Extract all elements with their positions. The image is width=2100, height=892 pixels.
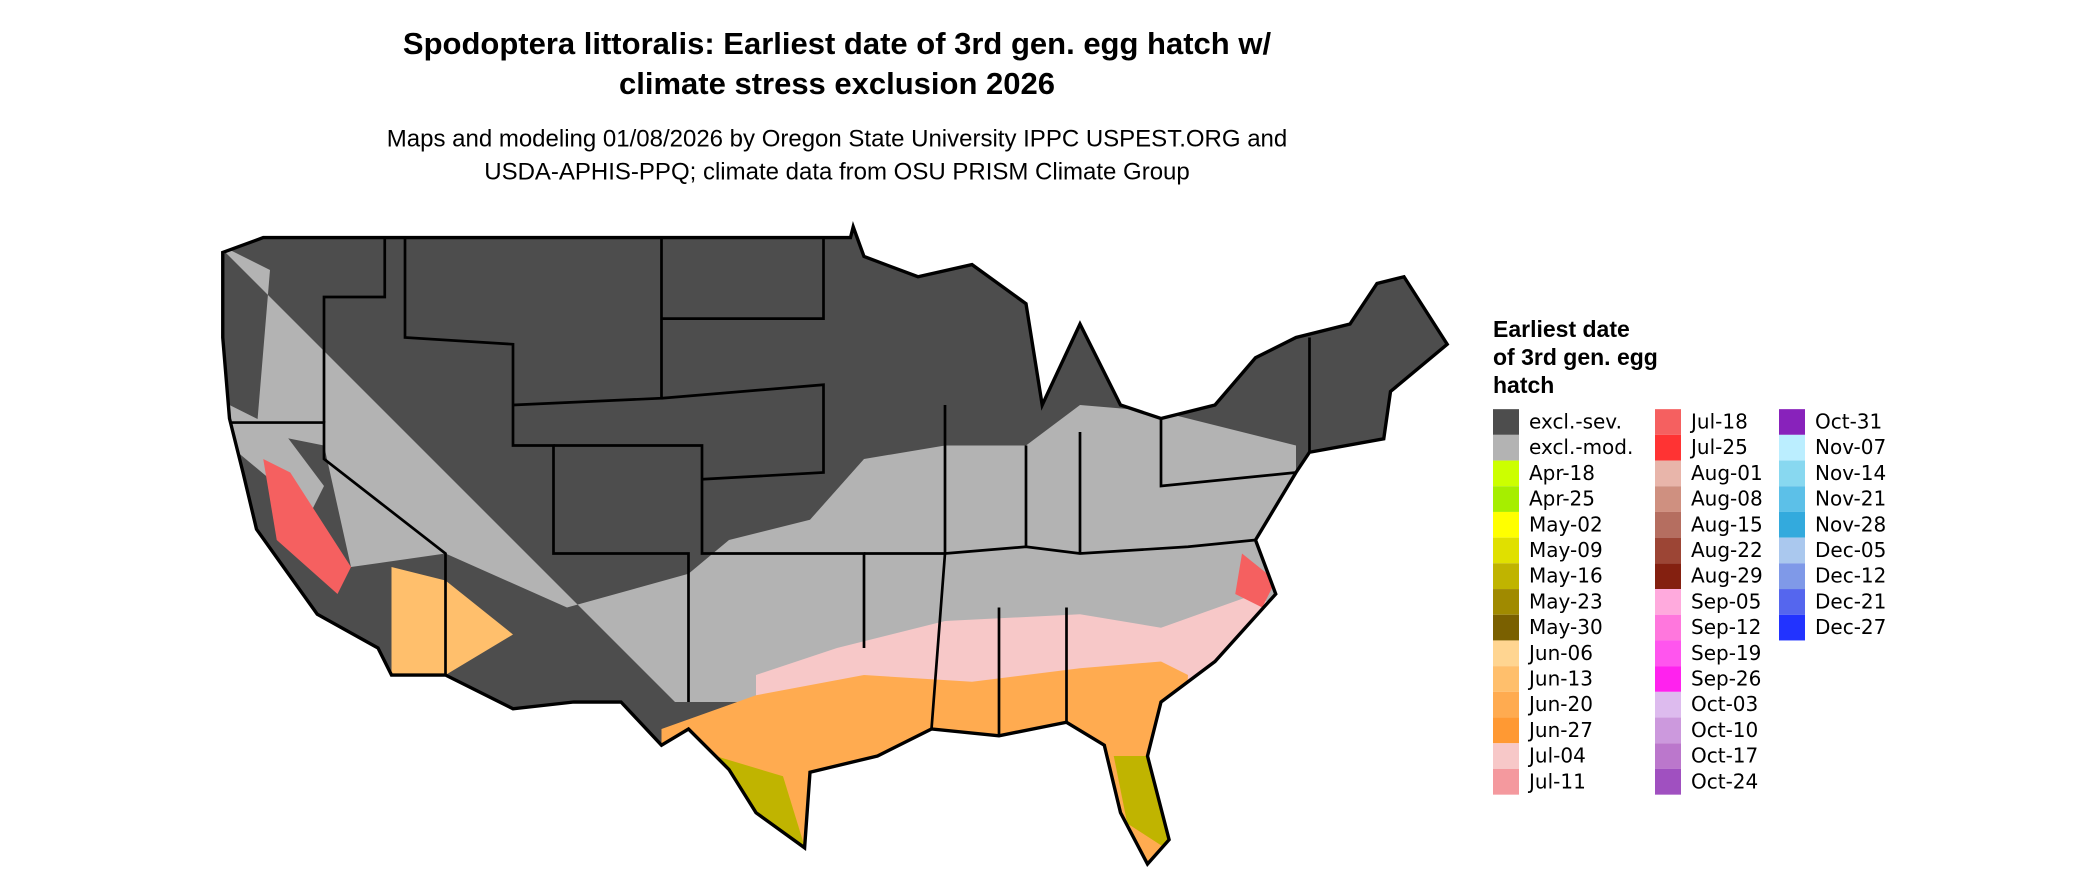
legend: Earliest date of 3rd gen. egg hatch excl… [1493, 316, 1886, 795]
legend-swatch [1779, 511, 1805, 538]
legend-label: Aug-15 [1691, 512, 1763, 536]
legend-label: Nov-07 [1815, 435, 1886, 459]
legend-label: Jun-13 [1527, 667, 1593, 691]
legend-swatch [1655, 563, 1681, 590]
legend-label: Nov-28 [1815, 512, 1886, 536]
legend-swatch [1655, 511, 1681, 538]
legend-swatch [1655, 691, 1681, 718]
zone-june [391, 567, 513, 675]
legend-label: Sep-26 [1691, 667, 1761, 691]
subtitle: Maps and modeling 01/08/2026 by Oregon S… [387, 125, 1287, 152]
legend-swatch [1655, 409, 1681, 435]
legend-label: Dec-12 [1815, 564, 1886, 588]
legend-label: Oct-10 [1691, 718, 1758, 742]
legend-label: Jun-20 [1527, 692, 1593, 716]
title: climate stress exclusion 2026 [619, 66, 1055, 101]
legend-swatch [1493, 434, 1519, 461]
legend-label: Oct-03 [1691, 692, 1758, 716]
legend-label: excl.-mod. [1529, 435, 1633, 459]
legend-swatch [1655, 743, 1681, 769]
legend-swatch [1655, 434, 1681, 461]
legend-label: Dec-05 [1815, 538, 1886, 562]
legend-label: Apr-18 [1529, 461, 1595, 485]
legend-swatch [1493, 640, 1519, 667]
legend-label: Jun-06 [1527, 641, 1593, 665]
legend-swatch [1779, 486, 1805, 512]
legend-label: May-02 [1529, 512, 1603, 536]
legend-title: Earliest date [1493, 316, 1630, 342]
legend-label: Sep-19 [1691, 641, 1761, 665]
legend-swatch [1779, 537, 1805, 564]
legend-swatch [1493, 743, 1519, 769]
legend-swatch [1493, 486, 1519, 512]
legend-swatch [1655, 614, 1681, 641]
legend-swatch [1779, 614, 1805, 641]
title: Spodoptera littoralis: Earliest date of … [403, 26, 1272, 61]
legend-swatch [1779, 460, 1805, 487]
legend-swatch [1493, 563, 1519, 590]
legend-label: Apr-25 [1529, 487, 1595, 511]
legend-label: Aug-01 [1691, 461, 1763, 485]
legend-swatch [1655, 717, 1681, 744]
zone-july [1235, 553, 1276, 608]
legend-swatch [1493, 768, 1519, 795]
legend-swatch [1779, 589, 1805, 615]
state-borders [229, 237, 1311, 736]
legend-swatch [1655, 537, 1681, 564]
zone-moderate [229, 405, 324, 513]
legend-label: Dec-27 [1815, 615, 1886, 639]
legend-swatch [1493, 666, 1519, 692]
legend-swatch [1493, 691, 1519, 718]
zone-moderate [222, 243, 1297, 703]
legend-label: May-23 [1529, 589, 1603, 613]
map [221, 225, 1449, 866]
legend-label: Nov-21 [1815, 487, 1886, 511]
legend-label: Oct-24 [1691, 769, 1758, 793]
legend-label: Aug-08 [1691, 487, 1763, 511]
legend-swatch [1493, 409, 1519, 435]
legend-label: May-30 [1529, 615, 1603, 639]
legend-label: Oct-17 [1691, 744, 1758, 768]
legend-label: May-09 [1529, 538, 1603, 562]
legend-label: May-16 [1529, 564, 1603, 588]
legend-label: Jul-25 [1689, 435, 1748, 459]
legend-label: Jun-27 [1527, 718, 1593, 742]
legend-swatch [1655, 640, 1681, 667]
legend-title: of 3rd gen. egg [1493, 344, 1658, 370]
legend-label: excl.-sev. [1529, 410, 1622, 434]
legend-label: Oct-31 [1815, 410, 1882, 434]
legend-swatch [1493, 589, 1519, 615]
legend-swatch [1655, 589, 1681, 615]
legend-swatch [1655, 460, 1681, 487]
legend-swatch [1493, 717, 1519, 744]
legend-label: Aug-29 [1691, 564, 1763, 588]
legend-swatch [1655, 768, 1681, 795]
legend-label: Dec-21 [1815, 589, 1886, 613]
legend-swatch [1493, 614, 1519, 641]
legend-label: Jul-18 [1689, 410, 1748, 434]
subtitle: USDA-APHIS-PPQ; climate data from OSU PR… [484, 158, 1190, 185]
legend-label: Sep-05 [1691, 589, 1761, 613]
legend-swatch [1779, 409, 1805, 435]
legend-title: hatch [1493, 372, 1554, 398]
legend-swatch [1779, 434, 1805, 461]
legend-swatch [1493, 460, 1519, 487]
legend-swatch [1655, 666, 1681, 692]
zone-july [263, 459, 351, 594]
legend-swatch [1493, 511, 1519, 538]
legend-swatch [1493, 537, 1519, 564]
legend-label: Jul-04 [1527, 744, 1586, 768]
legend-label: Nov-14 [1815, 461, 1886, 485]
legend-swatch [1779, 563, 1805, 590]
legend-label: Jul-11 [1527, 769, 1586, 793]
legend-label: Aug-22 [1691, 538, 1763, 562]
legend-swatch [1655, 486, 1681, 512]
legend-label: Sep-12 [1691, 615, 1761, 639]
